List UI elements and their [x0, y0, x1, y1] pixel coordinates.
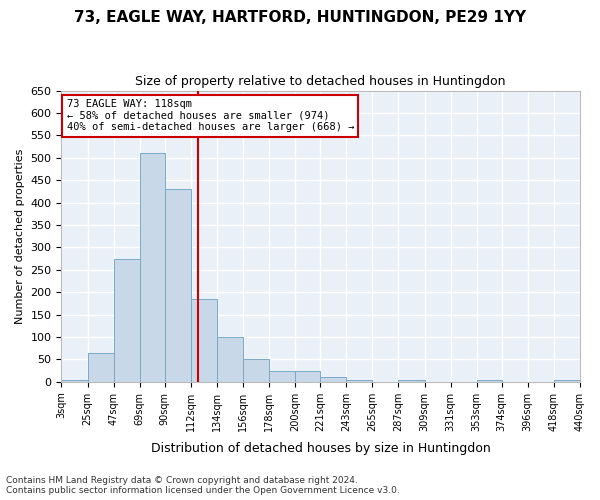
Bar	[269, 370, 295, 382]
Bar	[88, 352, 113, 382]
Y-axis label: Number of detached properties: Number of detached properties	[15, 148, 25, 324]
Bar	[217, 337, 243, 382]
Bar	[398, 380, 425, 382]
Bar	[320, 378, 346, 382]
Bar	[295, 370, 320, 382]
Text: Contains HM Land Registry data © Crown copyright and database right 2024.
Contai: Contains HM Land Registry data © Crown c…	[6, 476, 400, 495]
Bar	[191, 299, 217, 382]
Text: 73 EAGLE WAY: 118sqm
← 58% of detached houses are smaller (974)
40% of semi-deta: 73 EAGLE WAY: 118sqm ← 58% of detached h…	[67, 100, 354, 132]
Bar	[61, 380, 88, 382]
Bar	[164, 189, 191, 382]
Bar	[477, 380, 502, 382]
Text: 73, EAGLE WAY, HARTFORD, HUNTINGDON, PE29 1YY: 73, EAGLE WAY, HARTFORD, HUNTINGDON, PE2…	[74, 10, 526, 25]
Bar	[243, 360, 269, 382]
Bar	[140, 154, 164, 382]
Bar	[554, 380, 580, 382]
Bar	[346, 380, 373, 382]
X-axis label: Distribution of detached houses by size in Huntingdon: Distribution of detached houses by size …	[151, 442, 491, 455]
Title: Size of property relative to detached houses in Huntingdon: Size of property relative to detached ho…	[136, 75, 506, 88]
Bar	[113, 258, 140, 382]
